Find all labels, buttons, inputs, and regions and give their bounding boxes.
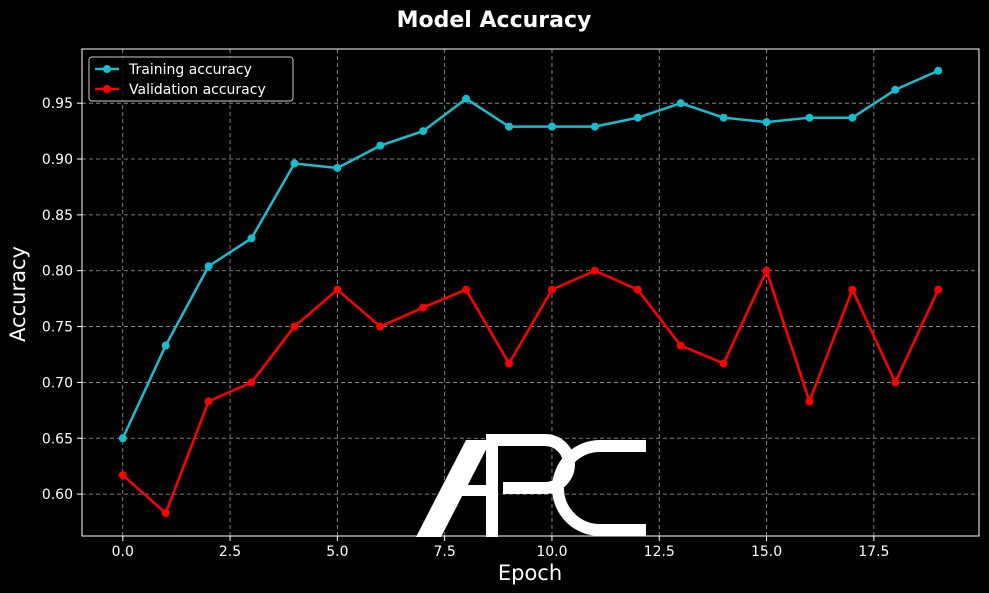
- validation-accuracy-point: [719, 359, 728, 368]
- training-accuracy-legend-label: Training accuracy: [128, 62, 252, 78]
- y-tick-label: 0.75: [42, 320, 73, 336]
- plot-frame: [81, 48, 980, 537]
- training-accuracy-point: [204, 262, 213, 271]
- validation-accuracy-point: [891, 378, 900, 387]
- validation-accuracy-point: [505, 359, 514, 368]
- legend: Training accuracy Validation accuracy: [88, 56, 294, 102]
- validation-accuracy-legend-marker: [103, 85, 111, 93]
- x-tick-label: 12.5: [644, 544, 675, 560]
- x-axis-ticks: 0.0 2.5 5.0 7.5 10.0 12.5 15.0 17.5: [112, 536, 889, 560]
- logo-a-crossbar: [452, 485, 492, 496]
- training-accuracy-point: [676, 99, 685, 108]
- training-accuracy-point: [118, 434, 127, 443]
- training-accuracy-point: [848, 113, 857, 122]
- validation-accuracy-line: [121, 269, 940, 515]
- validation-accuracy-series: [118, 266, 943, 518]
- validation-accuracy-point: [161, 509, 170, 518]
- validation-accuracy-point: [118, 471, 127, 480]
- training-accuracy-point: [376, 141, 385, 150]
- series: [118, 66, 943, 518]
- logo-c-curve: [552, 440, 646, 536]
- validation-accuracy-point: [419, 303, 428, 312]
- training-accuracy-legend-marker: [103, 65, 111, 73]
- validation-accuracy-point: [333, 285, 342, 294]
- y-tick-label: 0.65: [42, 431, 73, 447]
- validation-accuracy-point: [247, 378, 256, 387]
- legend-box: [88, 56, 294, 102]
- y-tick-label: 0.90: [42, 152, 73, 168]
- y-tick-label: 0.80: [42, 264, 73, 280]
- validation-accuracy-point: [290, 322, 299, 331]
- training-accuracy-point: [419, 127, 428, 136]
- training-accuracy-point: [805, 113, 814, 122]
- training-accuracy-point: [934, 66, 943, 75]
- validation-accuracy-point: [676, 341, 685, 350]
- training-accuracy-point: [547, 122, 556, 131]
- x-tick-label: 0.0: [112, 544, 134, 560]
- training-accuracy-point: [762, 118, 771, 127]
- chart-title: Model Accuracy: [397, 8, 592, 33]
- validation-accuracy-point: [934, 285, 943, 294]
- y-tick-label: 0.85: [42, 208, 73, 224]
- validation-accuracy-point: [848, 285, 857, 294]
- training-accuracy-line: [121, 69, 939, 439]
- validation-accuracy-point: [762, 266, 771, 275]
- validation-accuracy-point: [590, 266, 599, 275]
- training-accuracy-point: [161, 341, 170, 350]
- x-tick-label: 15.0: [751, 544, 782, 560]
- validation-accuracy-point: [633, 285, 642, 294]
- validation-accuracy-point: [462, 285, 471, 294]
- training-accuracy-point: [462, 94, 471, 103]
- x-tick-label: 10.0: [536, 544, 567, 560]
- training-accuracy-point: [290, 159, 299, 168]
- training-accuracy-point: [719, 113, 728, 122]
- y-tick-label: 0.70: [42, 375, 73, 391]
- x-tick-label: 7.5: [434, 544, 456, 560]
- x-axis-label: Epoch: [498, 561, 562, 585]
- y-tick-label: 0.95: [42, 96, 73, 112]
- arc-watermark-logo: [416, 434, 646, 537]
- validation-accuracy-point: [376, 322, 385, 331]
- x-tick-label: 5.0: [326, 544, 348, 560]
- y-axis-label: Accuracy: [6, 246, 30, 342]
- validation-accuracy-legend-label: Validation accuracy: [129, 82, 266, 98]
- training-accuracy-point: [333, 163, 342, 172]
- training-accuracy-point: [247, 234, 256, 243]
- training-accuracy-series: [118, 66, 943, 443]
- training-accuracy-point: [505, 122, 514, 131]
- y-axis-ticks: 0.60 0.65 0.70 0.75 0.80 0.85 0.90 0.95: [42, 96, 82, 503]
- x-tick-label: 17.5: [858, 544, 889, 560]
- y-tick-label: 0.60: [42, 487, 73, 503]
- training-accuracy-point: [590, 122, 599, 131]
- validation-accuracy-point: [204, 397, 213, 406]
- validation-accuracy-point: [805, 397, 814, 406]
- training-accuracy-point: [891, 85, 900, 94]
- x-tick-label: 2.5: [219, 544, 241, 560]
- validation-accuracy-point: [547, 285, 556, 294]
- training-accuracy-point: [633, 113, 642, 122]
